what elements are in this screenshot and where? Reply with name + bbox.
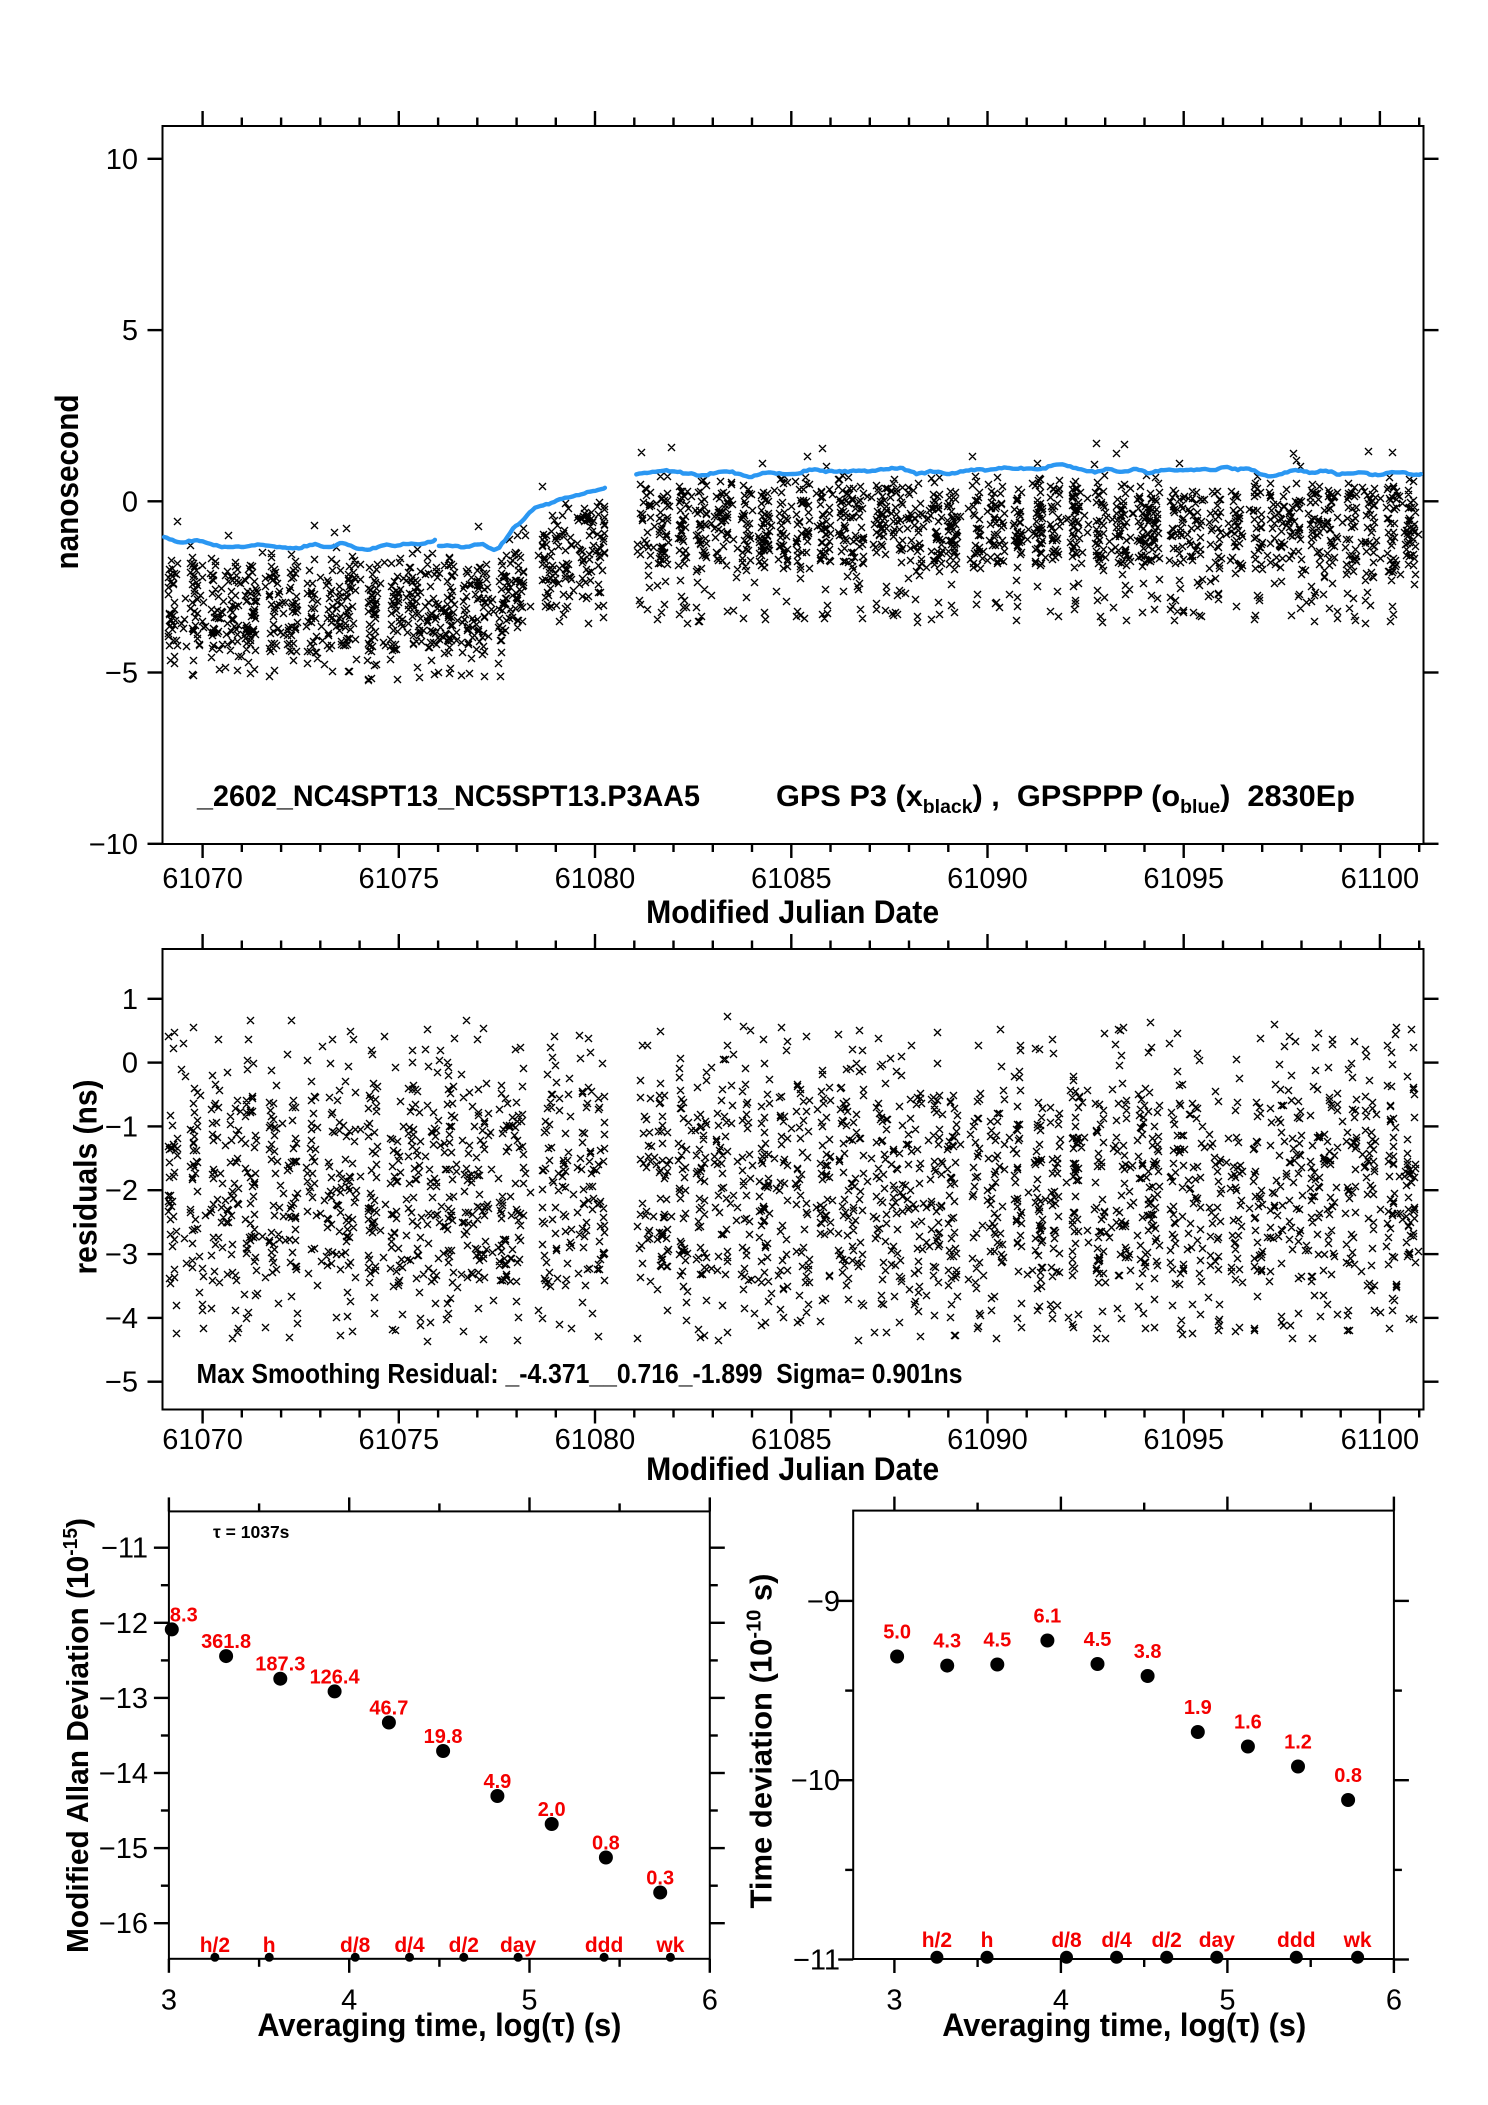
svg-text:−12: −12 bbox=[99, 1608, 148, 1640]
svg-text:−5: −5 bbox=[105, 1367, 138, 1399]
svg-text:61075: 61075 bbox=[358, 1424, 439, 1456]
svg-text:46.7: 46.7 bbox=[369, 1698, 408, 1720]
svg-text:1: 1 bbox=[122, 984, 138, 1016]
svg-text:6: 6 bbox=[1386, 1985, 1402, 2017]
svg-text:ddd: ddd bbox=[1277, 1929, 1315, 1952]
svg-text:d/8: d/8 bbox=[340, 1934, 371, 1957]
svg-text:61085: 61085 bbox=[751, 1424, 832, 1456]
svg-text:Averaging time, log(τ) (s): Averaging time, log(τ) (s) bbox=[257, 2007, 621, 2043]
svg-text:10: 10 bbox=[106, 144, 138, 176]
svg-text:61090: 61090 bbox=[947, 1424, 1028, 1456]
svg-text:61070: 61070 bbox=[162, 863, 243, 895]
svg-text:4.3: 4.3 bbox=[933, 1631, 961, 1653]
svg-text:−11: −11 bbox=[793, 1945, 840, 1977]
svg-text:4.5: 4.5 bbox=[983, 1630, 1011, 1652]
svg-text:Modified Julian Date: Modified Julian Date bbox=[646, 1451, 939, 1487]
svg-text:6: 6 bbox=[702, 1985, 718, 2017]
svg-text:−5: −5 bbox=[105, 658, 138, 690]
svg-text:Averaging time, log(τ) (s): Averaging time, log(τ) (s) bbox=[942, 2007, 1306, 2043]
svg-text:61090: 61090 bbox=[947, 863, 1028, 895]
svg-text:−9: −9 bbox=[807, 1586, 840, 1618]
svg-text:Modified Allan Deviation (10-1: Modified Allan Deviation (10-15) bbox=[60, 1518, 95, 1953]
svg-text:61095: 61095 bbox=[1143, 1424, 1224, 1456]
svg-text:8.3: 8.3 bbox=[170, 1604, 198, 1626]
svg-text:0: 0 bbox=[122, 486, 138, 518]
svg-text:Modified Julian Date: Modified Julian Date bbox=[646, 894, 939, 930]
svg-text:0: 0 bbox=[122, 1048, 138, 1080]
svg-text:1.6: 1.6 bbox=[1234, 1712, 1262, 1734]
svg-text:187.3: 187.3 bbox=[255, 1654, 305, 1676]
svg-text:d/2: d/2 bbox=[449, 1934, 479, 1957]
svg-text:−10: −10 bbox=[89, 829, 138, 861]
svg-text:3.8: 3.8 bbox=[1134, 1641, 1162, 1663]
svg-text:5: 5 bbox=[521, 1985, 537, 2017]
svg-text:61100: 61100 bbox=[1341, 1424, 1420, 1456]
svg-text:−1: −1 bbox=[105, 1111, 138, 1143]
svg-text:5.0: 5.0 bbox=[883, 1622, 911, 1644]
svg-text:ddd: ddd bbox=[585, 1934, 623, 1957]
svg-text:19.8: 19.8 bbox=[424, 1726, 463, 1748]
svg-text:wk: wk bbox=[655, 1934, 684, 1957]
svg-text:τ = 1037s: τ = 1037s bbox=[213, 1522, 290, 1542]
svg-text:−11: −11 bbox=[101, 1533, 148, 1565]
svg-text:0.3: 0.3 bbox=[646, 1868, 674, 1890]
svg-text:4: 4 bbox=[341, 1985, 357, 2017]
svg-text:−15: −15 bbox=[99, 1833, 148, 1865]
svg-text:residuals (ns): residuals (ns) bbox=[68, 1080, 104, 1275]
svg-text:5: 5 bbox=[122, 315, 138, 347]
svg-text:1.9: 1.9 bbox=[1184, 1697, 1212, 1719]
svg-text:−3: −3 bbox=[105, 1239, 138, 1271]
svg-text:0.8: 0.8 bbox=[592, 1833, 620, 1855]
svg-text:d/8: d/8 bbox=[1051, 1929, 1082, 1952]
svg-text:d/2: d/2 bbox=[1152, 1929, 1182, 1952]
svg-text:61095: 61095 bbox=[1143, 863, 1224, 895]
svg-text:−2: −2 bbox=[105, 1175, 138, 1207]
svg-text:h: h bbox=[263, 1934, 276, 1957]
svg-text:61070: 61070 bbox=[162, 1424, 243, 1456]
svg-text:1.2: 1.2 bbox=[1284, 1732, 1312, 1754]
svg-text:4: 4 bbox=[1053, 1985, 1069, 2017]
svg-text:nanosecond: nanosecond bbox=[49, 395, 85, 570]
svg-text:4.9: 4.9 bbox=[483, 1771, 511, 1793]
svg-text:−14: −14 bbox=[99, 1758, 148, 1790]
svg-text:61080: 61080 bbox=[555, 863, 636, 895]
svg-text:3: 3 bbox=[886, 1985, 902, 2017]
svg-text:61100: 61100 bbox=[1341, 863, 1420, 895]
svg-text:61080: 61080 bbox=[555, 1424, 636, 1456]
svg-text:5: 5 bbox=[1219, 1985, 1235, 2017]
svg-text:4.5: 4.5 bbox=[1084, 1629, 1112, 1651]
svg-text:6.1: 6.1 bbox=[1033, 1606, 1061, 1628]
svg-text:day: day bbox=[500, 1934, 537, 1957]
svg-text:h: h bbox=[981, 1929, 994, 1952]
svg-text:−13: −13 bbox=[99, 1683, 148, 1715]
svg-text:_2602_NC4SPT13_NC5SPT13.P3AA5: _2602_NC4SPT13_NC5SPT13.P3AA5 bbox=[196, 780, 700, 813]
svg-text:h/2: h/2 bbox=[922, 1929, 952, 1952]
svg-text:wk: wk bbox=[1343, 1929, 1372, 1952]
svg-text:−16: −16 bbox=[99, 1908, 148, 1940]
svg-text:h/2: h/2 bbox=[200, 1934, 230, 1957]
svg-text:2.0: 2.0 bbox=[538, 1799, 566, 1821]
svg-text:0.8: 0.8 bbox=[1334, 1765, 1362, 1787]
svg-text:61075: 61075 bbox=[358, 863, 439, 895]
svg-text:d/4: d/4 bbox=[1101, 1929, 1132, 1952]
svg-text:61085: 61085 bbox=[751, 863, 832, 895]
svg-text:−4: −4 bbox=[105, 1303, 138, 1335]
svg-text:−10: −10 bbox=[791, 1765, 840, 1797]
svg-text:d/4: d/4 bbox=[394, 1934, 425, 1957]
svg-text:day: day bbox=[1199, 1929, 1236, 1952]
svg-text:126.4: 126.4 bbox=[310, 1666, 361, 1688]
svg-text:3: 3 bbox=[161, 1985, 177, 2017]
svg-text:Max Smoothing Residual: _-4.37: Max Smoothing Residual: _-4.371__0.716_-… bbox=[197, 1358, 963, 1389]
svg-text:361.8: 361.8 bbox=[201, 1631, 251, 1653]
